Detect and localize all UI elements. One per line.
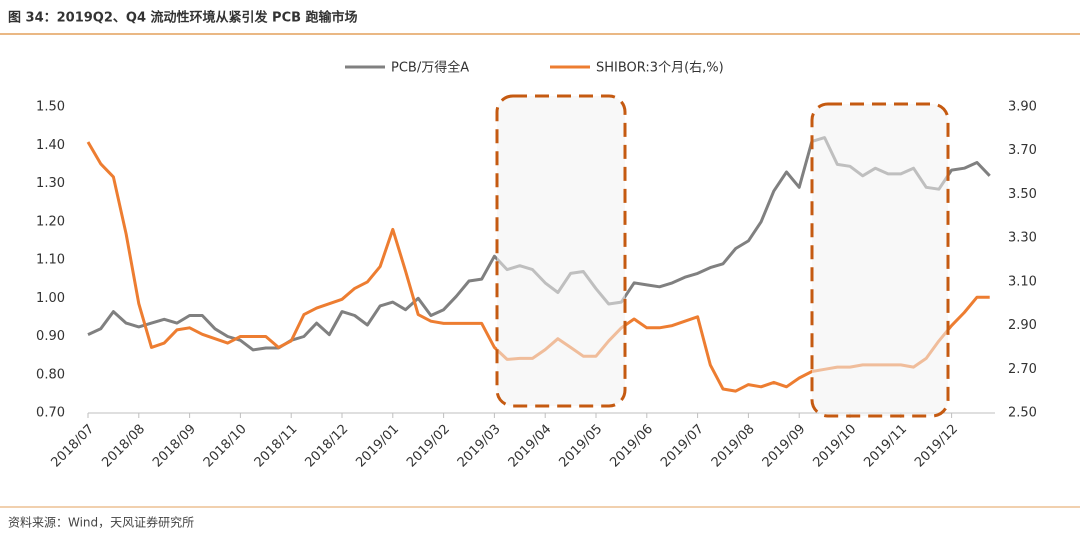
y-tick-label: 1.00 [36,291,65,306]
x-tick-label: 2018/12 [303,422,352,471]
highlight-boxes [495,94,950,418]
y-tick-label: 0.70 [36,406,65,421]
highlight-box [495,94,627,408]
y-tick-label: 0.90 [36,329,65,344]
x-tick-label: 2018/10 [201,422,250,471]
x-tick-label: 2019/03 [455,422,504,471]
y2-tick-label: 2.90 [1008,318,1037,333]
y-tick-label: 1.40 [36,138,65,153]
x-tick-label: 2019/12 [912,422,961,471]
y2-tick-label: 3.90 [1008,100,1037,115]
x-tick-label: 2018/07 [49,422,98,471]
y2-tick-label: 3.30 [1008,231,1037,246]
x-tick-label: 2018/11 [252,422,301,471]
x-tick-label: 2018/09 [150,422,199,471]
x-tick-label: 2019/09 [760,422,809,471]
x-tick-label: 2019/01 [353,422,402,471]
x-tick-label: 2019/08 [709,422,758,471]
x-tick-label: 2019/10 [811,422,860,471]
highlight-box [810,102,950,418]
x-tick-label: 2019/05 [557,422,606,471]
legend-label: SHIBOR:3个月(右,%) [596,61,724,76]
x-tick-label: 2019/04 [506,422,555,471]
source-note: 资料来源：Wind，天风证券研究所 [8,515,194,530]
y-tick-label: 1.10 [36,253,65,268]
y2-tick-label: 3.10 [1008,274,1037,289]
x-tick-label: 2018/08 [99,422,148,471]
y2-tick-label: 2.70 [1008,362,1037,377]
y2-tick-label: 3.50 [1008,187,1037,202]
figure-title: 图 34：2019Q2、Q4 流动性环境从紧引发 PCB 跑输市场 [8,10,358,26]
legend-label: PCB/万得全A [391,60,469,76]
y-tick-label: 1.30 [36,176,65,191]
x-tick-label: 2019/07 [658,422,707,471]
y-tick-label: 1.20 [36,214,65,229]
x-tick-label: 2019/06 [607,422,656,471]
y2-tick-label: 3.70 [1008,143,1037,158]
y2-tick-label: 2.50 [1008,406,1037,421]
x-tick-label: 2019/02 [404,422,453,471]
x-tick-label: 2019/11 [861,422,910,471]
y-tick-label: 1.50 [36,100,65,115]
y-tick-label: 0.80 [36,367,65,382]
